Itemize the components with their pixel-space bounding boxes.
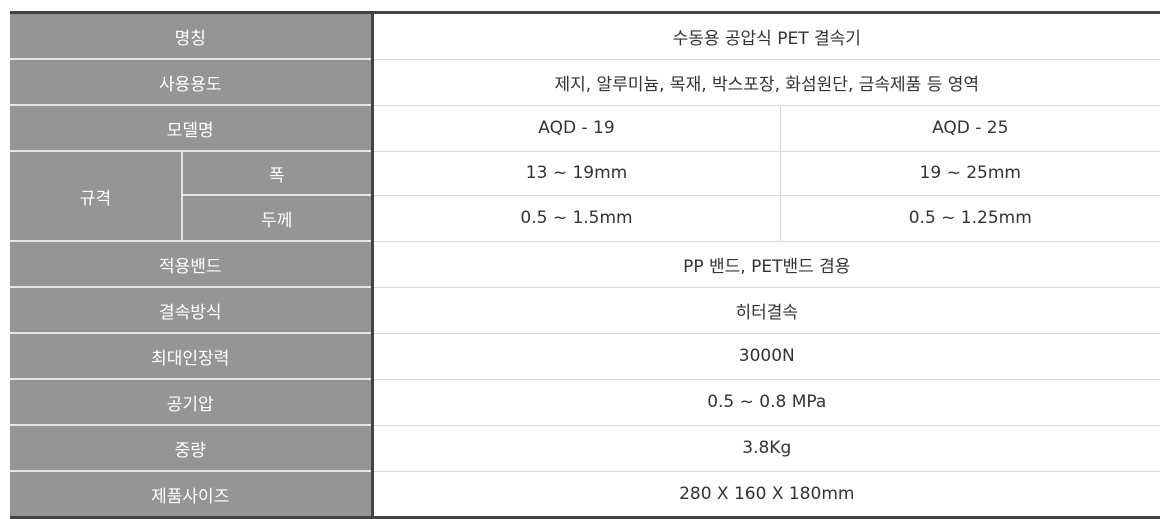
table-row: 사용용도 제지, 알루미늄, 목재, 박스포장, 화섬원단, 금속제품 등 영역 (10, 59, 1161, 106)
row-label: 규격 (10, 151, 182, 242)
row-label: 공기압 (10, 379, 372, 426)
row-label: 사용용도 (10, 59, 372, 106)
spec-table: 명칭 수동용 공압식 PET 결속기 사용용도 제지, 알루미늄, 목재, 박스… (10, 11, 1161, 519)
table-row: 제품사이즈 280 X 160 X 180mm (10, 471, 1161, 518)
row-value: 제지, 알루미늄, 목재, 박스포장, 화섬원단, 금속제품 등 영역 (370, 59, 1161, 106)
table-row: 중량 3.8Kg (10, 425, 1161, 472)
table-row: 최대인장력 3000N (10, 333, 1161, 380)
row-label: 명칭 (10, 12, 372, 60)
table-row: 규격 폭 13 ~ 19mm 19 ~ 25mm (10, 151, 1161, 242)
model-value: AQD - 19 (370, 105, 780, 152)
row-label: 제품사이즈 (10, 471, 372, 518)
table-row: 두께 0.5 ~ 1.5mm 0.5 ~ 1.25mm (10, 195, 1161, 242)
row-label: 결속방식 (10, 287, 372, 334)
row-value: PP 밴드, PET밴드 겸용 (370, 241, 1161, 288)
row-value: 280 X 160 X 180mm (370, 471, 1161, 518)
sub-label: 두께 (181, 195, 372, 242)
row-value: 3.8Kg (370, 425, 1161, 472)
table-row: 공기압 0.5 ~ 0.8 MPa (10, 379, 1161, 426)
row-label: 중량 (10, 425, 372, 472)
row-label: 최대인장력 (10, 333, 372, 380)
table-row: 모델명 AQD - 19 AQD - 25 (10, 105, 1161, 152)
row-value: 수동용 공압식 PET 결속기 (370, 12, 1161, 60)
spec-value: 19 ~ 25mm (779, 151, 1161, 196)
sub-label: 폭 (181, 151, 372, 196)
table-row: 명칭 수동용 공압식 PET 결속기 (10, 12, 1161, 60)
spec-value: 13 ~ 19mm (370, 151, 780, 196)
table-row: 적용밴드 PP 밴드, PET밴드 겸용 (10, 241, 1161, 288)
table-row: 결속방식 히터결속 (10, 287, 1161, 334)
row-value: 3000N (370, 333, 1161, 380)
spec-value: 0.5 ~ 1.5mm (370, 195, 780, 242)
row-label: 모델명 (10, 105, 372, 152)
row-value: 히터결속 (370, 287, 1161, 334)
spec-value: 0.5 ~ 1.25mm (779, 195, 1161, 242)
model-value: AQD - 25 (779, 105, 1161, 152)
row-label: 적용밴드 (10, 241, 372, 288)
row-value: 0.5 ~ 0.8 MPa (370, 379, 1161, 426)
